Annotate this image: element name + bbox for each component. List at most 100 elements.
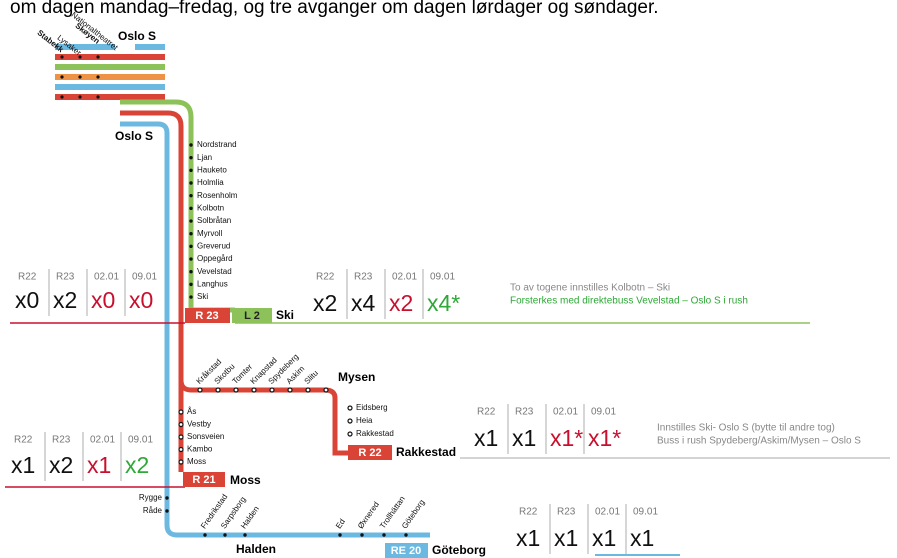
station-dot bbox=[233, 387, 239, 393]
station: Halden bbox=[236, 542, 276, 556]
station: Greverud bbox=[197, 241, 230, 250]
badge bbox=[183, 472, 225, 487]
count: x4* bbox=[427, 290, 460, 316]
header-text: om dagen mandag–fredag, og tre avganger … bbox=[10, 0, 659, 18]
station: Ed bbox=[334, 517, 347, 530]
station: Solbråtan bbox=[197, 216, 231, 225]
station-dot bbox=[269, 387, 275, 393]
badge-label: RE 20 bbox=[391, 545, 422, 557]
station-dot bbox=[347, 405, 353, 411]
lines bbox=[55, 44, 430, 538]
station-dot bbox=[189, 168, 193, 173]
station-dot bbox=[178, 459, 184, 465]
station-dot bbox=[189, 155, 193, 160]
station: Rakkestad bbox=[356, 429, 394, 438]
station-dot bbox=[360, 533, 364, 537]
station: Kambo bbox=[187, 445, 213, 454]
count: x1 bbox=[554, 525, 578, 551]
column-header: R23 bbox=[354, 272, 373, 283]
station-dot bbox=[96, 55, 100, 59]
station-dot bbox=[323, 387, 329, 393]
column-header: 09.01 bbox=[633, 507, 658, 518]
station-dot bbox=[189, 206, 193, 211]
station: Råde bbox=[143, 506, 163, 515]
count: x1* bbox=[550, 425, 583, 451]
column-header: 02.01 bbox=[90, 435, 115, 446]
column-header: 02.01 bbox=[392, 272, 417, 283]
station: Oppegård bbox=[197, 254, 233, 263]
station: Ski bbox=[276, 308, 294, 322]
column-header: 09.01 bbox=[591, 407, 616, 418]
badge-label: R 22 bbox=[358, 447, 381, 459]
count: x0 bbox=[91, 287, 115, 313]
count: x2 bbox=[53, 287, 77, 313]
station-dot bbox=[243, 533, 247, 537]
station: Sonsveien bbox=[187, 432, 224, 441]
station-dot bbox=[178, 446, 184, 453]
station-dot bbox=[305, 387, 311, 393]
station-dot bbox=[60, 55, 64, 59]
station-dot bbox=[165, 496, 169, 500]
count: x2 bbox=[49, 452, 73, 478]
badge bbox=[232, 308, 272, 323]
station-dot bbox=[251, 387, 257, 393]
station: Eidsberg bbox=[356, 403, 388, 412]
column-header: 02.01 bbox=[553, 407, 578, 418]
station-dot bbox=[404, 533, 408, 537]
station: Vestby bbox=[187, 420, 211, 429]
station-dot bbox=[78, 95, 82, 99]
column-header: R22 bbox=[14, 435, 33, 446]
column-header: R23 bbox=[52, 435, 71, 446]
count: x2 bbox=[389, 290, 413, 316]
station-dot bbox=[347, 418, 353, 424]
column-header: R22 bbox=[18, 272, 37, 283]
station-dot bbox=[78, 55, 82, 59]
badge bbox=[385, 543, 428, 558]
column-header: R22 bbox=[316, 272, 335, 283]
station-dot bbox=[178, 421, 184, 428]
station-dot bbox=[189, 257, 193, 261]
station-dot bbox=[347, 431, 353, 437]
station: Vevelstad bbox=[197, 267, 232, 276]
count: x1* bbox=[588, 425, 621, 451]
count: x1 bbox=[630, 525, 654, 551]
station: Oslo S bbox=[118, 29, 156, 43]
count: x2 bbox=[125, 452, 149, 478]
station: Ljan bbox=[197, 153, 212, 162]
station-dot bbox=[189, 270, 193, 274]
station-dot bbox=[78, 75, 82, 79]
station: Langhus bbox=[197, 279, 228, 288]
badge bbox=[185, 308, 230, 323]
station-dot bbox=[189, 295, 193, 299]
column-header: 09.01 bbox=[430, 272, 455, 283]
count: x1 bbox=[474, 425, 498, 451]
column-header: R22 bbox=[519, 507, 538, 518]
station-dot bbox=[60, 95, 64, 99]
count: x1 bbox=[87, 452, 111, 478]
station: Moss bbox=[230, 473, 261, 487]
column-header: R22 bbox=[477, 407, 496, 418]
count: x4 bbox=[351, 290, 376, 316]
station: Mysen bbox=[338, 370, 375, 384]
station-dot bbox=[60, 75, 64, 79]
badge bbox=[348, 445, 392, 460]
station-dot bbox=[189, 219, 193, 223]
count: x1 bbox=[592, 525, 616, 551]
station-dot bbox=[189, 231, 193, 236]
station-dot bbox=[189, 282, 193, 287]
count: x1 bbox=[11, 452, 35, 478]
station: Holmlia bbox=[197, 178, 224, 187]
count: x1 bbox=[516, 525, 540, 551]
station-dot bbox=[197, 387, 203, 393]
station: Hauketo bbox=[197, 165, 227, 174]
station-dot bbox=[189, 143, 193, 147]
station-dot bbox=[178, 409, 184, 415]
column-header: 02.01 bbox=[94, 272, 119, 283]
note: Forsterkes med direktebuss Vevelstad – O… bbox=[510, 296, 748, 307]
station: Rakkestad bbox=[396, 445, 456, 459]
station: Kolbotn bbox=[197, 203, 224, 212]
note: Buss i rush Spydeberg/Askim/Mysen – Oslo… bbox=[657, 436, 861, 447]
station-dot bbox=[189, 181, 193, 185]
count: x0 bbox=[15, 287, 39, 313]
